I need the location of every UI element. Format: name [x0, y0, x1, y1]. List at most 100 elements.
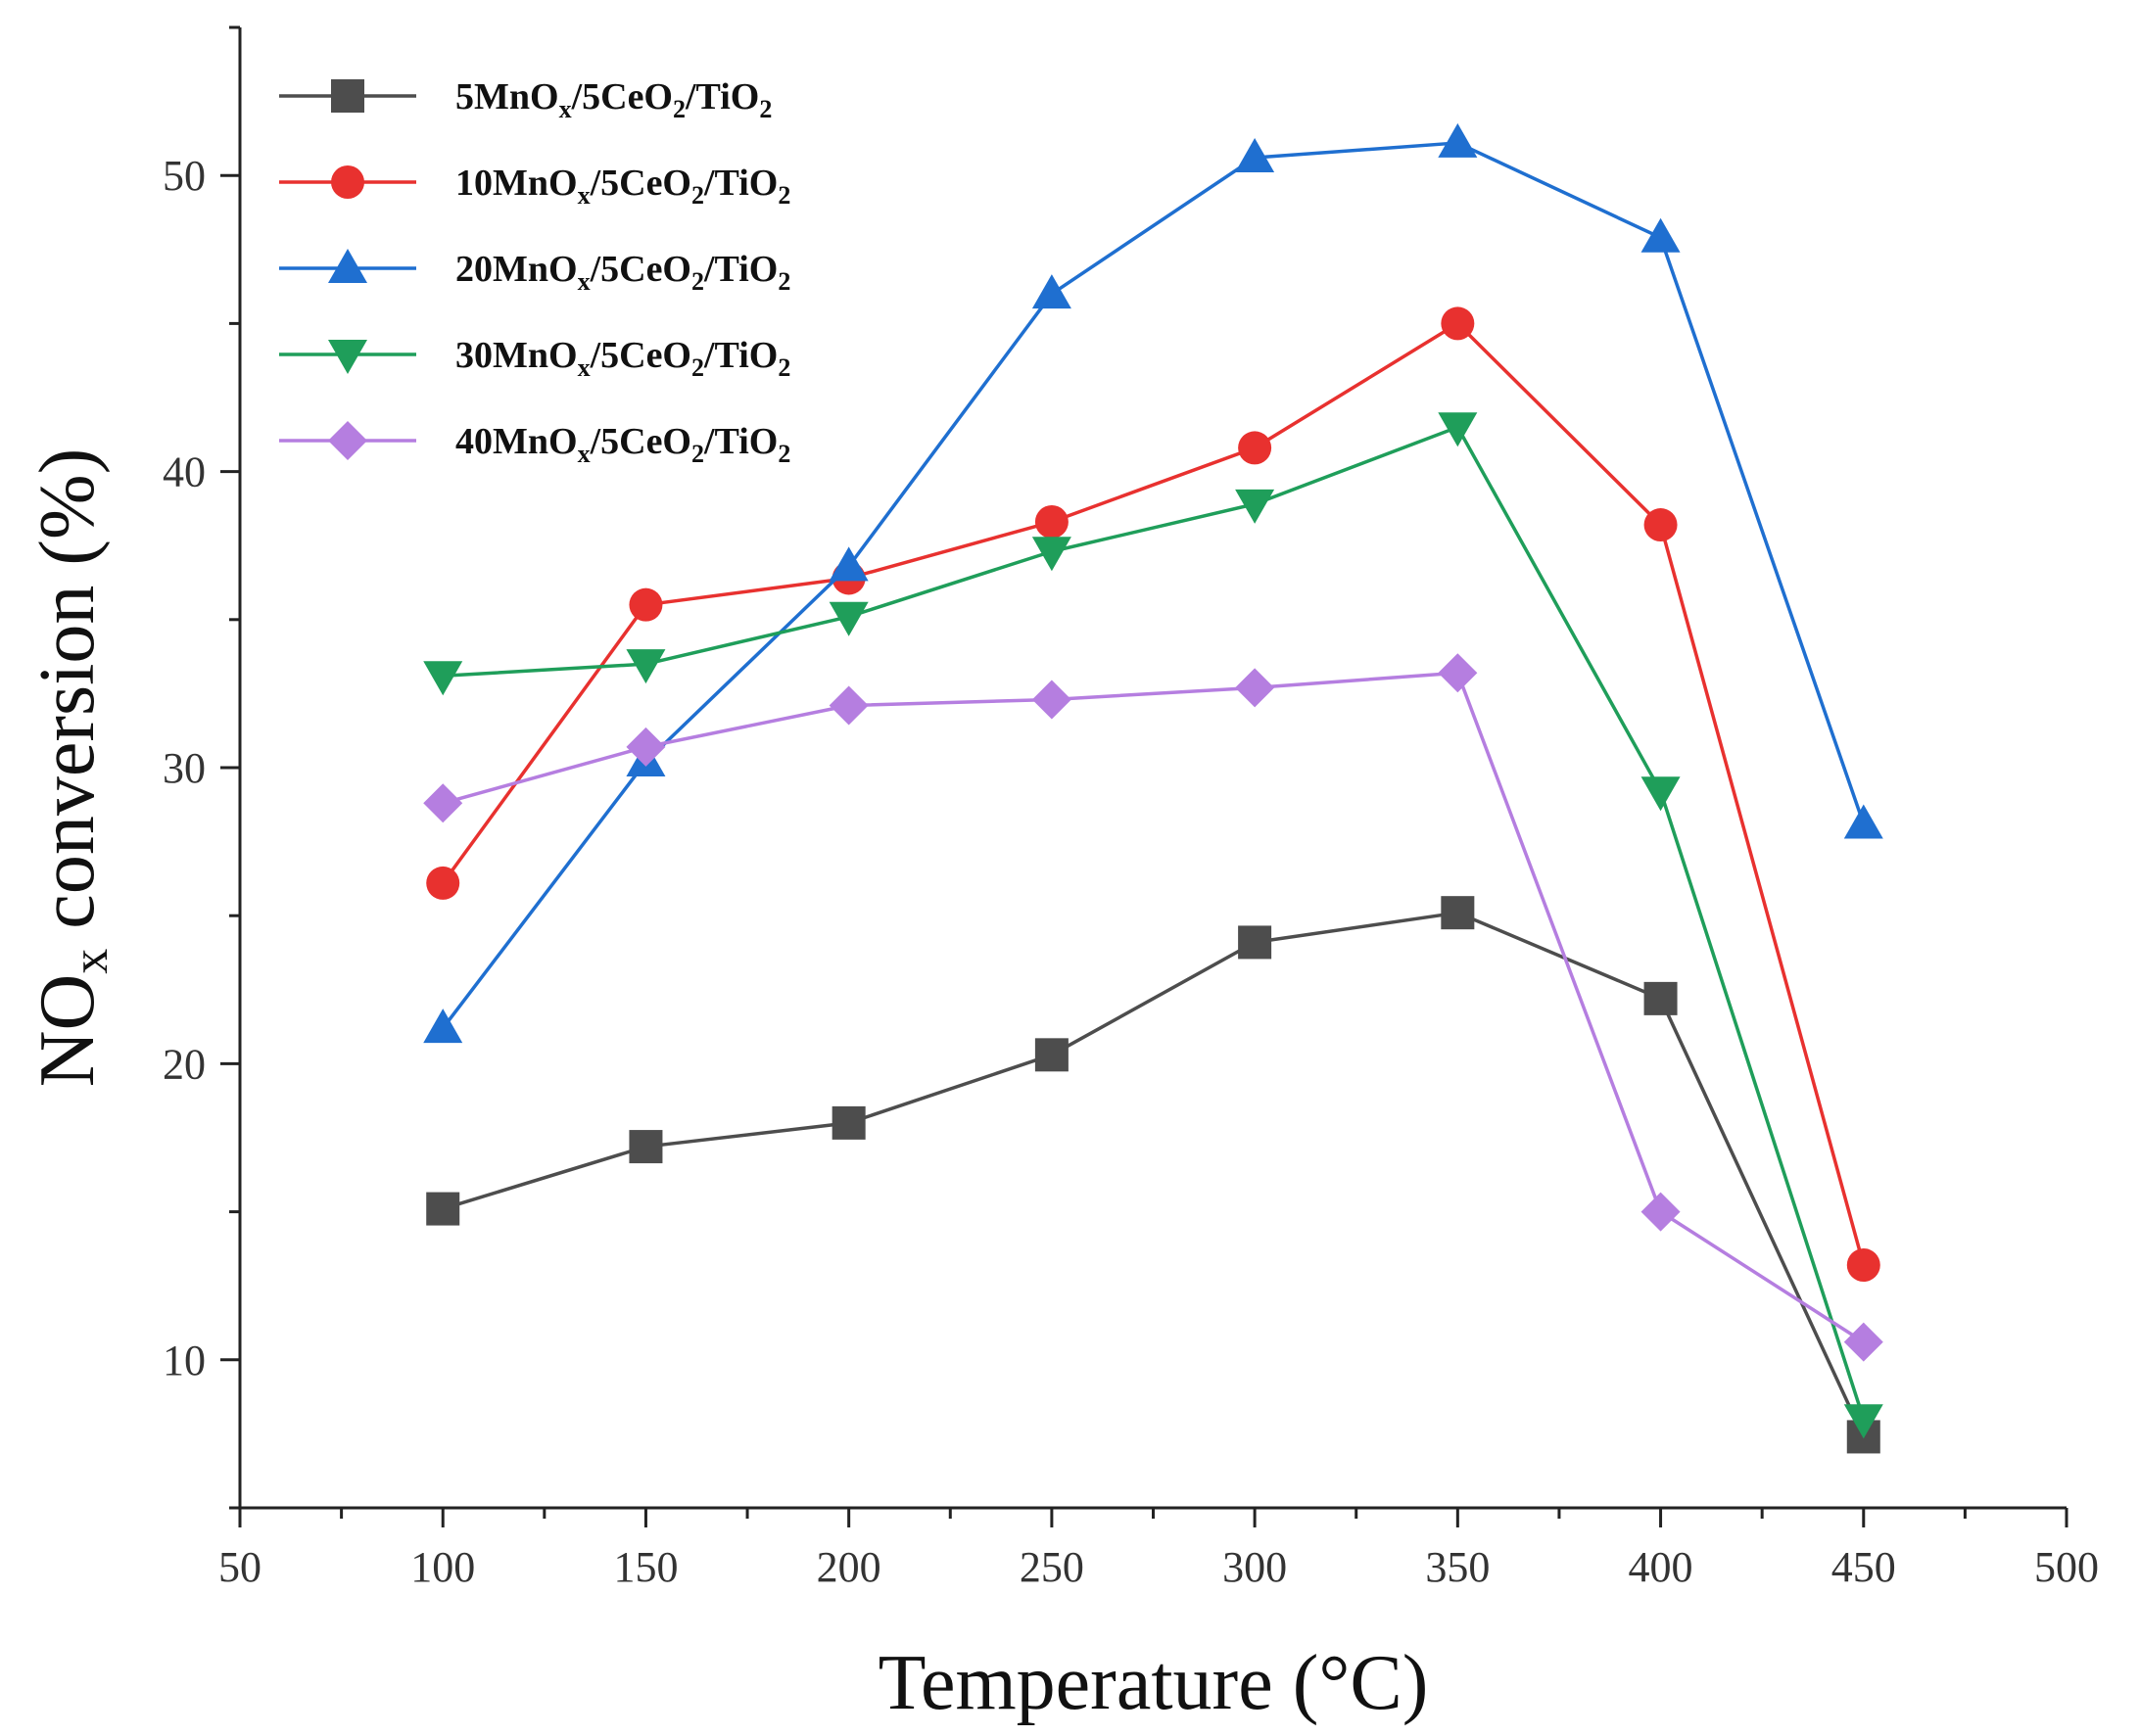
- x-tick-label: 150: [613, 1543, 678, 1591]
- legend-item: 40MnOx/5CeO2/TiO2: [279, 421, 790, 468]
- legend-part: /TiO: [685, 76, 759, 117]
- legend-label: 10MnOx/5CeO2/TiO2: [455, 163, 790, 210]
- legend-sub: 2: [691, 353, 704, 382]
- legend-sub: 2: [778, 267, 790, 296]
- legend-part: 40MnO: [455, 421, 578, 462]
- legend-sub: x: [559, 95, 572, 123]
- legend-sub: x: [578, 353, 591, 382]
- data-point: [1843, 804, 1883, 839]
- legend-part: 10MnO: [455, 163, 578, 204]
- legend-marker: [328, 421, 367, 460]
- data-point: [1438, 653, 1478, 693]
- y-tick-label: 10: [163, 1337, 206, 1384]
- legend-part: 5MnO: [455, 76, 559, 117]
- x-axis: 50 100 150 200 250 300 350 400 450 500: [218, 1508, 2099, 1591]
- data-point: [1031, 537, 1071, 572]
- data-point: [1640, 776, 1681, 812]
- legend-label: 40MnOx/5CeO2/TiO2: [455, 421, 790, 468]
- data-point: [829, 601, 869, 636]
- legend-part: /TiO: [703, 163, 778, 204]
- series-line: [442, 911, 1866, 1438]
- legend-sub: 2: [691, 440, 704, 468]
- legend-sub: x: [578, 440, 591, 468]
- legend-part: /5CeO: [590, 163, 691, 204]
- x-tick-label: 50: [218, 1543, 261, 1591]
- legend-sub: 2: [673, 95, 686, 123]
- legend-part: /5CeO: [590, 421, 691, 462]
- y-axis: 10 20 30 40 50: [163, 25, 240, 1510]
- legend-marker: [328, 249, 367, 283]
- series-layer: [423, 122, 1883, 1454]
- y-axis-title: NOx conversion (%): [24, 448, 119, 1087]
- legend-sub: 2: [778, 353, 790, 382]
- legend-sub: x: [578, 181, 591, 210]
- legend-sub: x: [578, 267, 591, 296]
- data-point: [423, 1009, 463, 1044]
- data-point: [426, 1192, 460, 1226]
- legend-item: 20MnOx/5CeO2/TiO2: [279, 249, 790, 296]
- data-point: [1031, 274, 1071, 309]
- x-tick-label: 400: [1629, 1543, 1693, 1591]
- y-tick-label: 40: [163, 448, 206, 496]
- series-line: [441, 321, 1866, 1266]
- legend-part: /5CeO: [590, 335, 691, 376]
- legend-label: 20MnOx/5CeO2/TiO2: [455, 249, 790, 296]
- data-point: [1034, 1038, 1069, 1072]
- data-point: [1235, 668, 1275, 708]
- legend-sub: 2: [759, 95, 772, 123]
- data-point: [426, 866, 460, 900]
- legend-label: 30MnOx/5CeO2/TiO2: [455, 335, 790, 382]
- data-point: [1640, 217, 1681, 253]
- legend-sub: 2: [778, 181, 790, 210]
- data-point: [1031, 680, 1071, 720]
- data-point: [1441, 896, 1475, 930]
- legend-label: 5MnOx/5CeO2/TiO2: [455, 76, 772, 123]
- series-1: [426, 896, 1880, 1454]
- data-point: [1438, 122, 1478, 158]
- y-tick-label: 30: [163, 744, 206, 792]
- x-tick-label: 350: [1425, 1543, 1490, 1591]
- data-point: [1640, 1192, 1681, 1232]
- legend: 5MnOx/5CeO2/TiO210MnOx/5CeO2/TiO220MnOx/…: [279, 76, 790, 468]
- series-5: [423, 653, 1883, 1362]
- legend-item: 30MnOx/5CeO2/TiO2: [279, 335, 790, 382]
- series-line: [443, 425, 1866, 1420]
- x-tick-label: 200: [817, 1543, 881, 1591]
- y-title-rest: conversion (%): [24, 448, 111, 949]
- legend-part: /5CeO: [590, 249, 691, 290]
- x-tick-label: 450: [1831, 1543, 1896, 1591]
- data-point: [829, 685, 869, 726]
- data-point: [1238, 925, 1272, 960]
- x-tick-label: 300: [1222, 1543, 1287, 1591]
- data-point: [1843, 1404, 1883, 1439]
- data-point: [1438, 412, 1478, 447]
- data-point: [829, 546, 869, 582]
- data-point: [629, 587, 663, 622]
- legend-marker: [328, 340, 367, 374]
- legend-sub: 2: [691, 181, 704, 210]
- data-point: [1643, 508, 1678, 542]
- x-tick-label: 500: [2034, 1543, 2099, 1591]
- legend-part: /TiO: [703, 335, 778, 376]
- series-line: [442, 671, 1865, 1344]
- legend-item: 10MnOx/5CeO2/TiO2: [279, 163, 790, 210]
- data-point: [626, 649, 666, 684]
- legend-part: 20MnO: [455, 249, 578, 290]
- legend-sub: 2: [778, 440, 790, 468]
- data-point: [1643, 981, 1678, 1015]
- data-point: [1441, 306, 1475, 341]
- legend-part: /5CeO: [571, 76, 673, 117]
- data-point: [832, 1105, 866, 1140]
- data-point: [423, 783, 463, 823]
- y-title-main: NO: [24, 974, 111, 1088]
- series-4: [423, 412, 1883, 1439]
- data-point: [626, 727, 666, 767]
- y-tick-label: 20: [163, 1040, 206, 1088]
- y-tick-label: 50: [163, 152, 206, 200]
- data-point: [1843, 1322, 1883, 1362]
- legend-marker: [331, 165, 364, 199]
- legend-sub: 2: [691, 267, 704, 296]
- x-tick-label: 250: [1020, 1543, 1084, 1591]
- series-3: [423, 122, 1883, 1044]
